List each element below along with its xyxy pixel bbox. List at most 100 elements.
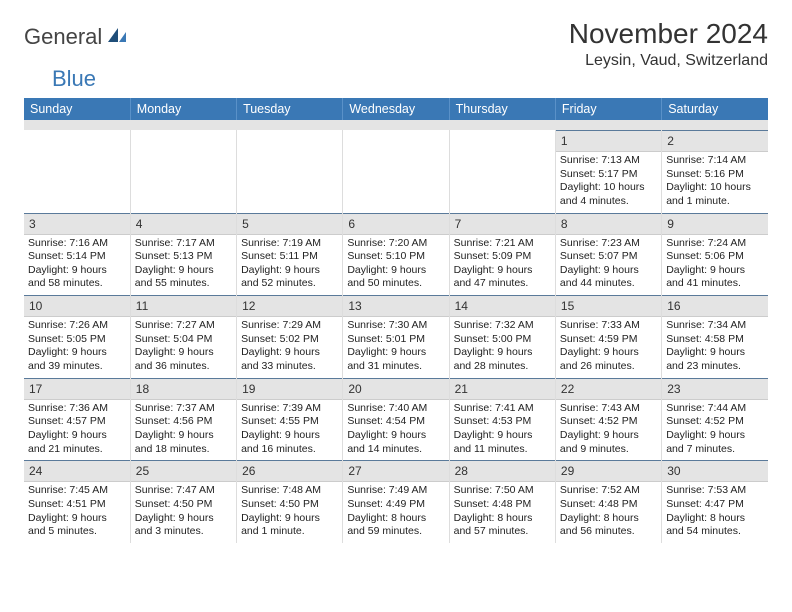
calendar-day-cell: 16Sunrise: 7:34 AMSunset: 4:58 PMDayligh… — [662, 295, 768, 378]
day-info: Sunrise: 7:37 AMSunset: 4:56 PMDaylight:… — [131, 400, 236, 461]
sunset-line: Sunset: 4:57 PM — [28, 415, 126, 429]
daylight-line: Daylight: 9 hours and 36 minutes. — [135, 346, 232, 373]
day-info: Sunrise: 7:23 AMSunset: 5:07 PMDaylight:… — [556, 235, 661, 296]
weekday-header: Wednesday — [343, 98, 449, 120]
calendar-day-cell: 18Sunrise: 7:37 AMSunset: 4:56 PMDayligh… — [130, 378, 236, 461]
sunrise-line: Sunrise: 7:48 AM — [241, 484, 338, 498]
sunset-line: Sunset: 5:10 PM — [347, 250, 444, 264]
daylight-line: Daylight: 8 hours and 59 minutes. — [347, 512, 444, 539]
sunrise-line: Sunrise: 7:49 AM — [347, 484, 444, 498]
sunrise-line: Sunrise: 7:20 AM — [347, 237, 444, 251]
sunset-line: Sunset: 5:02 PM — [241, 333, 338, 347]
daylight-line: Daylight: 9 hours and 26 minutes. — [560, 346, 657, 373]
sunrise-line: Sunrise: 7:19 AM — [241, 237, 338, 251]
calendar-table: SundayMondayTuesdayWednesdayThursdayFrid… — [24, 98, 768, 543]
day-info: Sunrise: 7:27 AMSunset: 5:04 PMDaylight:… — [131, 317, 236, 378]
day-number: 2 — [662, 130, 768, 152]
sunset-line: Sunset: 5:04 PM — [135, 333, 232, 347]
sunset-line: Sunset: 4:50 PM — [241, 498, 338, 512]
calendar-week-row: 24Sunrise: 7:45 AMSunset: 4:51 PMDayligh… — [24, 460, 768, 543]
sunset-line: Sunset: 4:50 PM — [135, 498, 232, 512]
daylight-line: Daylight: 8 hours and 56 minutes. — [560, 512, 657, 539]
daylight-line: Daylight: 9 hours and 31 minutes. — [347, 346, 444, 373]
weekday-header: Tuesday — [237, 98, 343, 120]
daylight-line: Daylight: 9 hours and 39 minutes. — [28, 346, 126, 373]
calendar-day-cell: 12Sunrise: 7:29 AMSunset: 5:02 PMDayligh… — [237, 295, 343, 378]
logo-text-blue: Blue — [52, 66, 96, 92]
sunrise-line: Sunrise: 7:36 AM — [28, 402, 126, 416]
daylight-line: Daylight: 9 hours and 47 minutes. — [454, 264, 551, 291]
day-number: 11 — [131, 295, 236, 317]
weekday-header-row: SundayMondayTuesdayWednesdayThursdayFrid… — [24, 98, 768, 120]
calendar-day-cell: 24Sunrise: 7:45 AMSunset: 4:51 PMDayligh… — [24, 460, 130, 543]
sunrise-line: Sunrise: 7:53 AM — [666, 484, 764, 498]
logo-sail-icon — [106, 26, 128, 49]
sunrise-line: Sunrise: 7:21 AM — [454, 237, 551, 251]
calendar-day-cell: 2Sunrise: 7:14 AMSunset: 5:16 PMDaylight… — [662, 130, 768, 213]
calendar-day-cell: 25Sunrise: 7:47 AMSunset: 4:50 PMDayligh… — [130, 460, 236, 543]
daylight-line: Daylight: 9 hours and 1 minute. — [241, 512, 338, 539]
calendar-day-cell: 14Sunrise: 7:32 AMSunset: 5:00 PMDayligh… — [449, 295, 555, 378]
daylight-line: Daylight: 10 hours and 1 minute. — [666, 181, 764, 208]
calendar-day-cell: 5Sunrise: 7:19 AMSunset: 5:11 PMDaylight… — [237, 213, 343, 296]
day-info: Sunrise: 7:32 AMSunset: 5:00 PMDaylight:… — [450, 317, 555, 378]
calendar-body: 1Sunrise: 7:13 AMSunset: 5:17 PMDaylight… — [24, 120, 768, 543]
day-number: 9 — [662, 213, 768, 235]
sunset-line: Sunset: 5:06 PM — [666, 250, 764, 264]
day-info: Sunrise: 7:39 AMSunset: 4:55 PMDaylight:… — [237, 400, 342, 461]
sunset-line: Sunset: 4:48 PM — [454, 498, 551, 512]
day-info: Sunrise: 7:53 AMSunset: 4:47 PMDaylight:… — [662, 482, 768, 543]
day-info: Sunrise: 7:47 AMSunset: 4:50 PMDaylight:… — [131, 482, 236, 543]
day-info: Sunrise: 7:45 AMSunset: 4:51 PMDaylight:… — [24, 482, 130, 543]
sunrise-line: Sunrise: 7:17 AM — [135, 237, 232, 251]
sunrise-line: Sunrise: 7:34 AM — [666, 319, 764, 333]
daylight-line: Daylight: 9 hours and 44 minutes. — [560, 264, 657, 291]
day-number: 18 — [131, 378, 236, 400]
sunrise-line: Sunrise: 7:30 AM — [347, 319, 444, 333]
month-title: November 2024 — [569, 18, 768, 50]
sunrise-line: Sunrise: 7:37 AM — [135, 402, 232, 416]
calendar-day-cell: 30Sunrise: 7:53 AMSunset: 4:47 PMDayligh… — [662, 460, 768, 543]
sunset-line: Sunset: 5:05 PM — [28, 333, 126, 347]
daylight-line: Daylight: 9 hours and 5 minutes. — [28, 512, 126, 539]
spacer-row — [24, 120, 768, 130]
weekday-header: Sunday — [24, 98, 130, 120]
day-number: 21 — [450, 378, 555, 400]
day-number: 20 — [343, 378, 448, 400]
calendar-day-cell: 26Sunrise: 7:48 AMSunset: 4:50 PMDayligh… — [237, 460, 343, 543]
sunrise-line: Sunrise: 7:41 AM — [454, 402, 551, 416]
day-number: 25 — [131, 460, 236, 482]
calendar-day-cell: 21 Sunrise: 7:41 AMSunset: 4:53 PMDayligh… — [449, 378, 555, 461]
weekday-header: Monday — [130, 98, 236, 120]
day-number: 5 — [237, 213, 342, 235]
day-info: Sunrise: 7:48 AMSunset: 4:50 PMDaylight:… — [237, 482, 342, 543]
calendar-week-row: 17Sunrise: 7:36 AMSunset: 4:57 PMDayligh… — [24, 378, 768, 461]
sunset-line: Sunset: 4:53 PM — [454, 415, 551, 429]
sunrise-line: Sunrise: 7:23 AM — [560, 237, 657, 251]
day-number: 8 — [556, 213, 661, 235]
daylight-line: Daylight: 9 hours and 11 minutes. — [454, 429, 551, 456]
sunset-line: Sunset: 5:13 PM — [135, 250, 232, 264]
calendar-day-cell: 19Sunrise: 7:39 AMSunset: 4:55 PMDayligh… — [237, 378, 343, 461]
day-info: Sunrise: 7:14 AMSunset: 5:16 PMDaylight:… — [662, 152, 768, 213]
day-number: 12 — [237, 295, 342, 317]
calendar-day-cell: 1Sunrise: 7:13 AMSunset: 5:17 PMDaylight… — [555, 130, 661, 213]
sunrise-line: Sunrise: 7:44 AM — [666, 402, 764, 416]
day-number: 10 — [24, 295, 130, 317]
day-info: Sunrise: 7:20 AMSunset: 5:10 PMDaylight:… — [343, 235, 448, 296]
daylight-line: Daylight: 9 hours and 52 minutes. — [241, 264, 338, 291]
calendar-empty-cell — [24, 130, 130, 213]
calendar-week-row: 3Sunrise: 7:16 AMSunset: 5:14 PMDaylight… — [24, 213, 768, 296]
sunset-line: Sunset: 4:58 PM — [666, 333, 764, 347]
calendar-empty-cell — [449, 130, 555, 213]
sunrise-line: Sunrise: 7:27 AM — [135, 319, 232, 333]
sunset-line: Sunset: 4:55 PM — [241, 415, 338, 429]
daylight-line: Daylight: 9 hours and 7 minutes. — [666, 429, 764, 456]
day-number: 28 — [450, 460, 555, 482]
sunrise-line: Sunrise: 7:24 AM — [666, 237, 764, 251]
day-number: 6 — [343, 213, 448, 235]
sunset-line: Sunset: 4:56 PM — [135, 415, 232, 429]
daylight-line: Daylight: 9 hours and 58 minutes. — [28, 264, 126, 291]
calendar-day-cell: 8Sunrise: 7:23 AMSunset: 5:07 PMDaylight… — [555, 213, 661, 296]
day-info: Sunrise: 7:26 AMSunset: 5:05 PMDaylight:… — [24, 317, 130, 378]
